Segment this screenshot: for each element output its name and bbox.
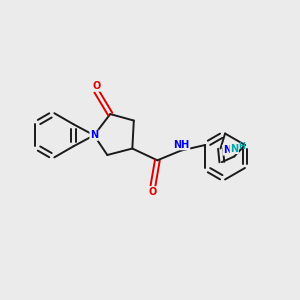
Text: N: N [90, 130, 98, 140]
Text: N: N [223, 145, 231, 155]
Text: N: N [230, 143, 238, 154]
Text: O: O [148, 187, 157, 197]
Text: O: O [92, 81, 101, 91]
Text: H: H [238, 142, 245, 151]
Text: NH: NH [173, 140, 190, 150]
